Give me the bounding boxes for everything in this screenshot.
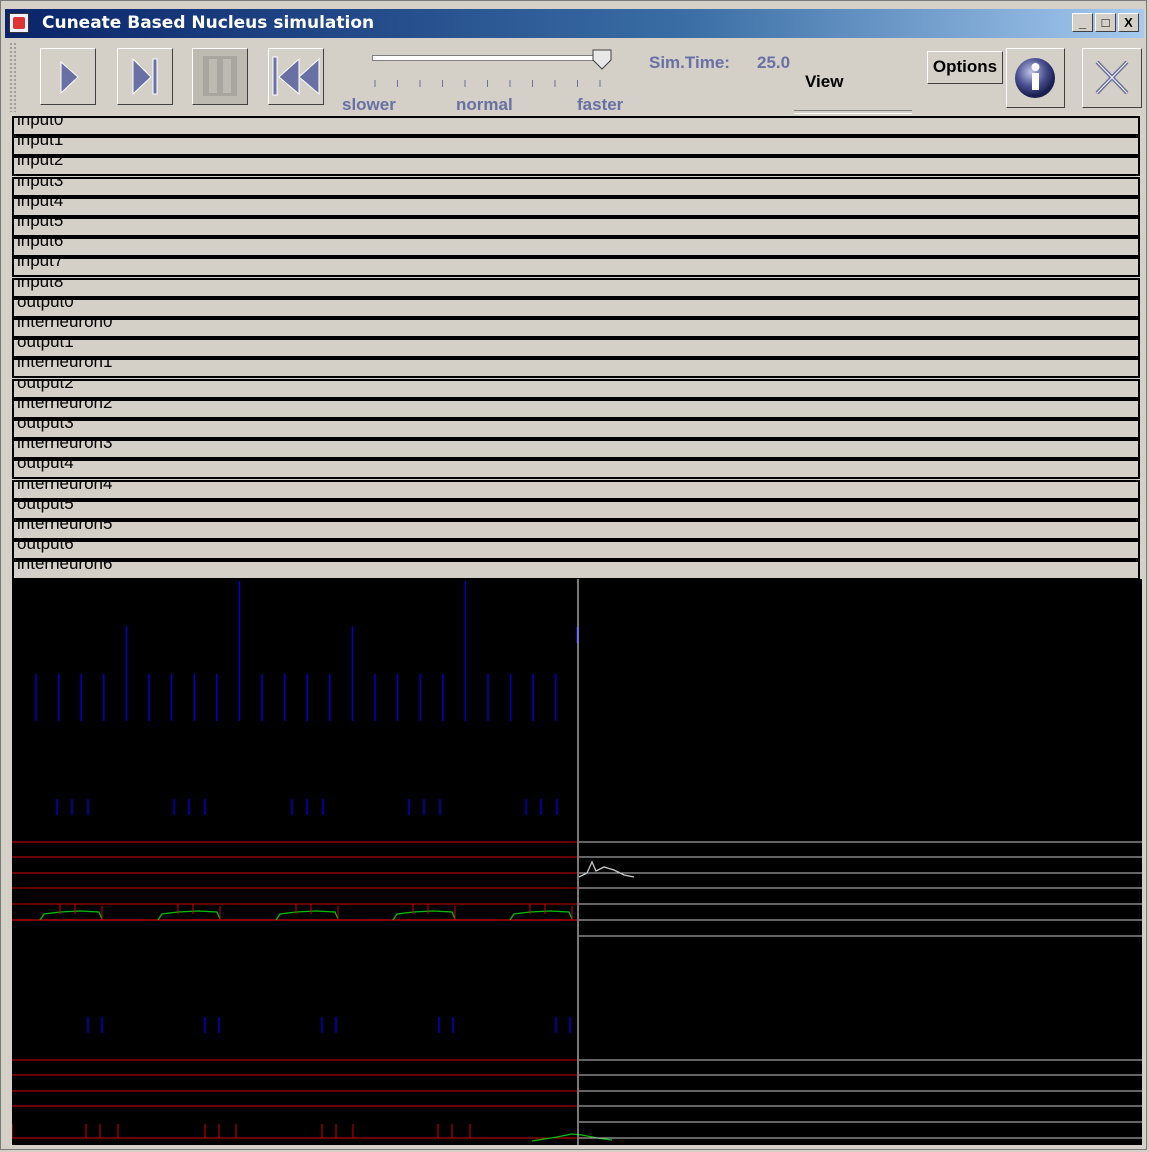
raster-plot-canvas bbox=[12, 579, 1142, 1145]
neuron-row[interactable]: input4 bbox=[12, 196, 1140, 217]
info-button[interactable] bbox=[1006, 48, 1065, 108]
neuron-row[interactable]: output1 bbox=[12, 338, 1140, 359]
neuron-row[interactable]: interneuron2 bbox=[12, 398, 1140, 419]
neuron-row[interactable]: input2 bbox=[12, 156, 1140, 177]
neuron-label: output1 bbox=[17, 338, 74, 352]
pause-icon bbox=[203, 56, 237, 96]
neuron-row[interactable]: output4 bbox=[12, 459, 1140, 480]
neuron-label: interneuron5 bbox=[17, 520, 113, 533]
neuron-row[interactable]: input7 bbox=[12, 257, 1140, 278]
exit-button[interactable] bbox=[1082, 48, 1142, 108]
membrane-trace bbox=[509, 910, 573, 921]
rewind-button[interactable] bbox=[268, 48, 324, 105]
toolbar: slower normal faster Sim.Time: 25.0 View… bbox=[5, 38, 1144, 117]
speed-slider-ticks bbox=[374, 80, 601, 87]
maximize-button[interactable]: □ bbox=[1095, 13, 1116, 32]
neuron-row[interactable]: output0 bbox=[12, 297, 1140, 318]
neuron-row[interactable]: input1 bbox=[12, 136, 1140, 157]
sim-time-value: 25.0 bbox=[757, 53, 791, 72]
neuron-row[interactable]: output2 bbox=[12, 378, 1140, 399]
info-icon bbox=[1015, 58, 1055, 98]
neuron-label: input6 bbox=[17, 237, 64, 251]
neuron-list: input0 input1 input2 input3 input4 input5 inpu… bbox=[12, 116, 1142, 581]
neuron-label: output4 bbox=[17, 459, 74, 473]
neuron-label: interneuron0 bbox=[17, 318, 113, 331]
neuron-row[interactable]: interneuron5 bbox=[12, 520, 1140, 540]
close-window-button[interactable]: X bbox=[1118, 13, 1139, 32]
app-icon bbox=[9, 13, 29, 33]
toolbar-grip[interactable] bbox=[9, 42, 17, 112]
neuron-row[interactable]: interneuron6 bbox=[12, 560, 1140, 581]
neuron-label: interneuron6 bbox=[17, 560, 113, 574]
slower-label: slower bbox=[342, 95, 396, 114]
neuron-row[interactable]: output5 bbox=[12, 499, 1140, 520]
neuron-label: input1 bbox=[17, 136, 64, 150]
view-menu[interactable]: View bbox=[805, 72, 844, 91]
step-forward-icon bbox=[132, 57, 158, 96]
speed-slider-thumb[interactable] bbox=[592, 49, 612, 70]
close-x-icon bbox=[1095, 60, 1129, 95]
neuron-label: interneuron1 bbox=[17, 358, 113, 372]
view-divider bbox=[794, 110, 912, 114]
neuron-label: output5 bbox=[17, 499, 74, 513]
neuron-label: input0 bbox=[17, 116, 64, 129]
neuron-label: input2 bbox=[17, 156, 64, 170]
neuron-row[interactable]: interneuron3 bbox=[12, 439, 1140, 460]
play-button[interactable] bbox=[40, 48, 96, 105]
membrane-trace bbox=[275, 910, 339, 921]
neuron-label: output0 bbox=[17, 297, 74, 311]
rewind-to-start-icon bbox=[272, 56, 320, 96]
neuron-row[interactable]: input6 bbox=[12, 237, 1140, 258]
neuron-label: input5 bbox=[17, 217, 64, 230]
membrane-trace bbox=[578, 860, 635, 878]
pause-button[interactable] bbox=[192, 48, 248, 105]
neuron-row[interactable]: interneuron4 bbox=[12, 479, 1140, 500]
neuron-label: interneuron2 bbox=[17, 398, 113, 412]
neuron-row[interactable]: output3 bbox=[12, 419, 1140, 439]
sim-time-label: Sim.Time: bbox=[649, 53, 730, 72]
neuron-row[interactable]: interneuron0 bbox=[12, 318, 1140, 338]
membrane-trace bbox=[157, 910, 221, 921]
neuron-label: input3 bbox=[17, 176, 64, 190]
faster-label: faster bbox=[577, 95, 624, 114]
raster-plot bbox=[12, 579, 1142, 1145]
normal-label: normal bbox=[456, 95, 513, 114]
neuron-label: interneuron4 bbox=[17, 479, 113, 493]
neuron-label: input7 bbox=[17, 257, 64, 271]
speed-slider-track[interactable] bbox=[372, 55, 598, 61]
window-title: Cuneate Based Nucleus simulation bbox=[42, 13, 375, 33]
neuron-label: output6 bbox=[17, 540, 74, 554]
title-bar[interactable]: Cuneate Based Nucleus simulation _ □ X bbox=[5, 9, 1144, 38]
neuron-row[interactable]: interneuron1 bbox=[12, 358, 1140, 379]
neuron-label: interneuron3 bbox=[17, 439, 113, 453]
step-button[interactable] bbox=[117, 48, 173, 105]
neuron-row[interactable]: input3 bbox=[12, 176, 1140, 197]
minimize-button[interactable]: _ bbox=[1072, 13, 1093, 32]
membrane-trace bbox=[39, 910, 103, 921]
membrane-trace bbox=[392, 910, 456, 921]
neuron-label: output3 bbox=[17, 419, 74, 432]
neuron-label: output2 bbox=[17, 378, 74, 392]
neuron-label: input8 bbox=[17, 277, 64, 291]
play-icon bbox=[60, 60, 79, 95]
neuron-row[interactable]: input5 bbox=[12, 217, 1140, 237]
neuron-row[interactable]: input0 bbox=[12, 116, 1140, 136]
neuron-row[interactable]: input8 bbox=[12, 277, 1140, 298]
neuron-label: input4 bbox=[17, 196, 64, 210]
neuron-row[interactable]: output6 bbox=[12, 540, 1140, 561]
options-button[interactable]: Options bbox=[927, 51, 1003, 84]
